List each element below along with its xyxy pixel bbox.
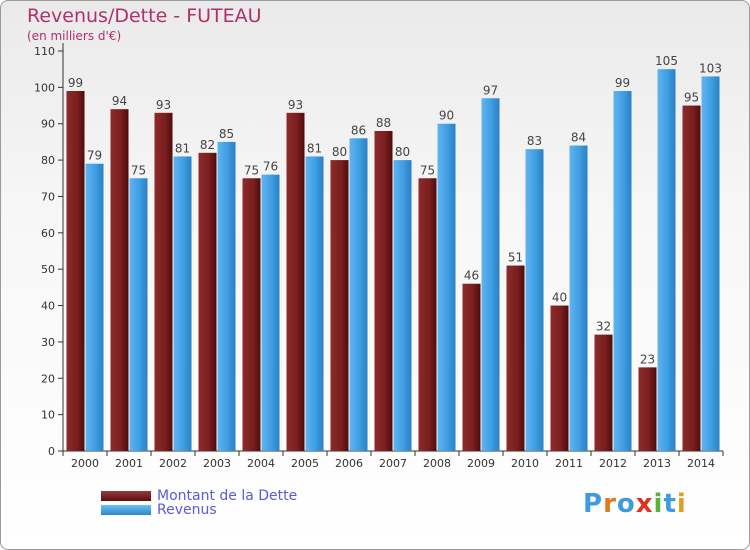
data-label-dette: 75: [244, 163, 259, 177]
bar-dette: [594, 334, 613, 451]
y-tick-label: 30: [41, 336, 55, 349]
bar-revenus: [173, 156, 192, 452]
x-tick-label: 2001: [115, 457, 143, 470]
y-tick-label: 0: [48, 445, 55, 458]
data-label-revenus: 84: [571, 131, 586, 145]
bar-revenus: [349, 138, 368, 452]
data-label-dette: 23: [640, 352, 655, 366]
bar-revenus: [85, 163, 104, 451]
data-label-dette: 95: [684, 91, 699, 105]
bar-dette: [418, 178, 437, 452]
x-tick-label: 2009: [467, 457, 495, 470]
bar-dette: [242, 178, 261, 452]
x-tick-label: 2005: [291, 457, 319, 470]
bar-dette: [682, 105, 701, 451]
bar-revenus: [393, 160, 412, 451]
legend-item-dette: Montant de la Dette: [101, 488, 297, 504]
data-label-revenus: 81: [307, 141, 322, 155]
y-tick-label: 50: [41, 263, 55, 276]
bar-revenus: [657, 69, 676, 451]
bar-dette: [66, 91, 85, 451]
legend-label-revenus: Revenus: [157, 502, 217, 518]
data-label-revenus: 97: [483, 83, 498, 97]
data-label-revenus: 90: [439, 109, 454, 123]
data-label-revenus: 85: [219, 127, 234, 141]
data-label-revenus: 99: [615, 76, 630, 90]
y-tick-label: 10: [41, 409, 55, 422]
data-label-revenus: 79: [87, 149, 102, 163]
x-tick-label: 2012: [599, 457, 627, 470]
legend-swatch-revenus: [101, 505, 151, 515]
bar-revenus: [305, 156, 324, 452]
x-tick-label: 2011: [555, 457, 583, 470]
bar-revenus: [701, 76, 720, 452]
x-tick-label: 2000: [71, 457, 99, 470]
legend-label-dette: Montant de la Dette: [157, 488, 298, 504]
x-tick-label: 2004: [247, 457, 275, 470]
x-tick-label: 2010: [511, 457, 539, 470]
x-tick-label: 2003: [203, 457, 231, 470]
data-label-dette: 93: [288, 98, 303, 112]
chart-title: Revenus/Dette - FUTEAU: [27, 5, 262, 27]
data-label-revenus: 81: [175, 141, 190, 155]
data-label-dette: 82: [200, 138, 215, 152]
bar-dette: [638, 367, 657, 451]
data-label-dette: 75: [420, 163, 435, 177]
data-label-dette: 93: [156, 98, 171, 112]
y-tick-label: 100: [34, 81, 55, 94]
bar-revenus: [525, 149, 544, 451]
legend-swatch-dette: [101, 491, 151, 501]
x-tick-label: 2008: [423, 457, 451, 470]
y-tick-label: 40: [41, 300, 55, 313]
y-tick-label: 20: [41, 372, 55, 385]
y-tick-label: 60: [41, 227, 55, 240]
y-tick-label: 90: [41, 118, 55, 131]
bar-dette: [506, 265, 525, 451]
data-label-dette: 99: [68, 76, 83, 90]
bar-dette: [154, 112, 173, 452]
data-label-dette: 80: [332, 145, 347, 159]
bar-revenus: [129, 178, 148, 452]
bar-dette: [462, 283, 481, 451]
x-tick-label: 2006: [335, 457, 363, 470]
bar-revenus: [437, 123, 456, 452]
bar-dette: [330, 160, 349, 451]
legend-item-revenus: Revenus: [101, 502, 217, 518]
bar-revenus: [217, 141, 236, 451]
x-tick-label: 2014: [687, 457, 715, 470]
data-label-revenus: 80: [395, 145, 410, 159]
data-label-dette: 51: [508, 251, 523, 265]
data-label-dette: 88: [376, 116, 391, 130]
data-label-dette: 40: [552, 291, 567, 305]
data-label-dette: 46: [464, 269, 479, 283]
proxiti-logo: Proxiti: [583, 489, 687, 519]
bar-revenus: [481, 98, 500, 451]
bar-revenus: [569, 145, 588, 451]
bar-dette: [198, 152, 217, 451]
bar-revenus: [613, 91, 632, 451]
x-tick-label: 2013: [643, 457, 671, 470]
bar-dette: [286, 112, 305, 452]
y-tick-label: 110: [34, 45, 55, 58]
y-tick-label: 70: [41, 190, 55, 203]
data-label-revenus: 103: [699, 61, 722, 75]
x-tick-label: 2002: [159, 457, 187, 470]
bar-revenus: [261, 174, 280, 452]
x-tick-label: 2007: [379, 457, 407, 470]
data-label-revenus: 86: [351, 123, 366, 137]
data-label-dette: 94: [112, 94, 127, 108]
data-label-revenus: 105: [655, 54, 678, 68]
bar-dette: [110, 109, 129, 451]
chart-subtitle: (en milliers d'€): [27, 29, 122, 43]
y-tick-label: 80: [41, 154, 55, 167]
data-label-revenus: 83: [527, 134, 542, 148]
data-label-dette: 32: [596, 320, 611, 334]
bar-dette: [374, 131, 393, 451]
bar-dette: [550, 305, 569, 451]
data-label-revenus: 75: [131, 163, 146, 177]
data-label-revenus: 76: [263, 160, 278, 174]
